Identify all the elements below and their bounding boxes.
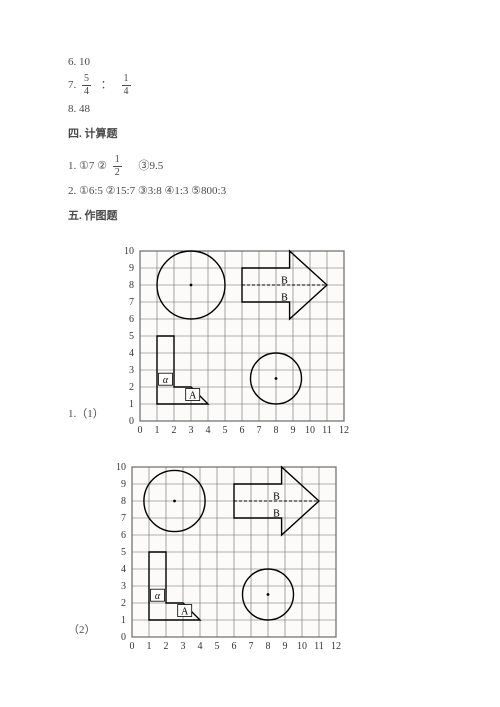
section-4-line-1: 1. ①7 ② 1 2 ③9.5 <box>68 155 500 178</box>
svg-text:5: 5 <box>214 641 219 652</box>
fraction-5-4: 5 4 <box>82 74 91 97</box>
svg-text:B: B <box>281 292 288 303</box>
fraction-1-2: 1 2 <box>113 155 122 178</box>
section-4-title: 四. 计算题 <box>68 125 500 141</box>
diagram-1-label: 1.（1） <box>68 405 104 439</box>
svg-text:1: 1 <box>154 425 159 436</box>
svg-text:2: 2 <box>163 641 168 652</box>
svg-text:12: 12 <box>331 641 341 652</box>
svg-text:A: A <box>189 391 197 402</box>
svg-text:6: 6 <box>121 530 126 541</box>
svg-text:B: B <box>281 275 288 286</box>
ratio-separator: ： <box>101 79 112 91</box>
svg-text:1: 1 <box>129 399 134 410</box>
svg-text:2: 2 <box>171 425 176 436</box>
svg-text:B: B <box>273 491 280 502</box>
svg-text:1: 1 <box>146 641 151 652</box>
answer-6: 6. 10 <box>68 56 500 68</box>
svg-text:2: 2 <box>129 382 134 393</box>
fraction-1-4: 1 4 <box>122 74 131 97</box>
svg-text:10: 10 <box>116 462 126 473</box>
svg-text:B: B <box>273 508 280 519</box>
svg-text:4: 4 <box>129 348 134 359</box>
svg-text:10: 10 <box>305 425 315 436</box>
svg-text:7: 7 <box>256 425 261 436</box>
svg-text:6: 6 <box>239 425 244 436</box>
answer-8: 8. 48 <box>68 103 500 115</box>
svg-text:A: A <box>181 607 189 618</box>
svg-text:7: 7 <box>129 297 134 308</box>
svg-text:3: 3 <box>180 641 185 652</box>
svg-text:7: 7 <box>121 513 126 524</box>
svg-text:4: 4 <box>205 425 210 436</box>
svg-text:α: α <box>163 375 169 386</box>
diagram-1-row: 1.（1） 0123456789100123456789101112BBAα <box>68 233 500 439</box>
svg-text:11: 11 <box>314 641 324 652</box>
svg-text:9: 9 <box>290 425 295 436</box>
svg-text:8: 8 <box>265 641 270 652</box>
svg-text:2: 2 <box>121 598 126 609</box>
grid-diagram-2: 0123456789100123456789101112BBAα <box>104 449 356 655</box>
svg-text:11: 11 <box>322 425 332 436</box>
svg-text:9: 9 <box>282 641 287 652</box>
svg-text:9: 9 <box>129 263 134 274</box>
svg-text:0: 0 <box>121 632 126 643</box>
answer-7: 7. 5 4 ： 1 4 <box>68 74 500 97</box>
diagram-2-row: （2） 0123456789100123456789101112BBAα <box>68 449 500 655</box>
svg-text:α: α <box>154 591 160 602</box>
svg-text:5: 5 <box>129 331 134 342</box>
svg-text:4: 4 <box>121 564 126 575</box>
answer-7-prefix: 7. <box>68 79 76 91</box>
svg-text:3: 3 <box>188 425 193 436</box>
svg-text:1: 1 <box>121 615 126 626</box>
svg-text:5: 5 <box>121 547 126 558</box>
svg-text:8: 8 <box>129 280 134 291</box>
section-5-title: 五. 作图题 <box>68 207 500 223</box>
svg-text:0: 0 <box>129 641 134 652</box>
diagram-2-label: （2） <box>68 621 96 655</box>
svg-text:12: 12 <box>339 425 349 436</box>
svg-text:9: 9 <box>121 479 126 490</box>
svg-text:8: 8 <box>273 425 278 436</box>
svg-text:10: 10 <box>124 246 134 257</box>
svg-text:5: 5 <box>222 425 227 436</box>
svg-text:3: 3 <box>129 365 134 376</box>
svg-text:10: 10 <box>297 641 307 652</box>
svg-text:6: 6 <box>129 314 134 325</box>
svg-text:0: 0 <box>137 425 142 436</box>
grid-diagram-1: 0123456789100123456789101112BBAα <box>112 233 364 439</box>
svg-text:4: 4 <box>197 641 202 652</box>
svg-text:6: 6 <box>231 641 236 652</box>
section-4-line-2: 2. ①6:5 ②15:7 ③3:8 ④1:3 ⑤800:3 <box>68 184 500 197</box>
svg-text:8: 8 <box>121 496 126 507</box>
svg-text:3: 3 <box>121 581 126 592</box>
svg-text:7: 7 <box>248 641 253 652</box>
svg-text:0: 0 <box>129 416 134 427</box>
